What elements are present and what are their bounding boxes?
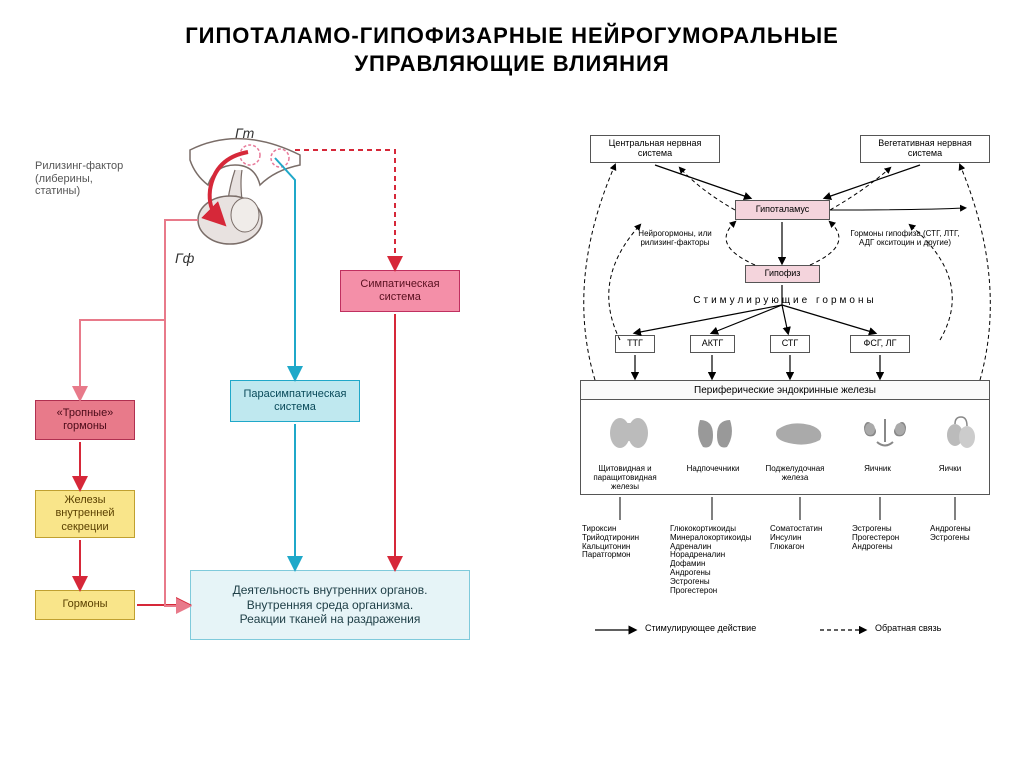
right-diagram: Центральная нервная система Вегетативная… — [560, 130, 1010, 730]
title-line2: УПРАВЛЯЮЩИЕ ВЛИЯНИЯ — [0, 50, 1024, 78]
left-diagram: Рилизинг-фактор (либерины, статины) Гт Г… — [20, 120, 540, 720]
title-line1: ГИПОТАЛАМО-ГИПОФИЗАРНЫЕ НЕЙРОГУМОРАЛЬНЫЕ — [0, 22, 1024, 50]
right-arrows — [560, 130, 1010, 650]
left-arrows — [20, 120, 540, 720]
page-title: ГИПОТАЛАМО-ГИПОФИЗАРНЫЕ НЕЙРОГУМОРАЛЬНЫЕ… — [0, 22, 1024, 77]
